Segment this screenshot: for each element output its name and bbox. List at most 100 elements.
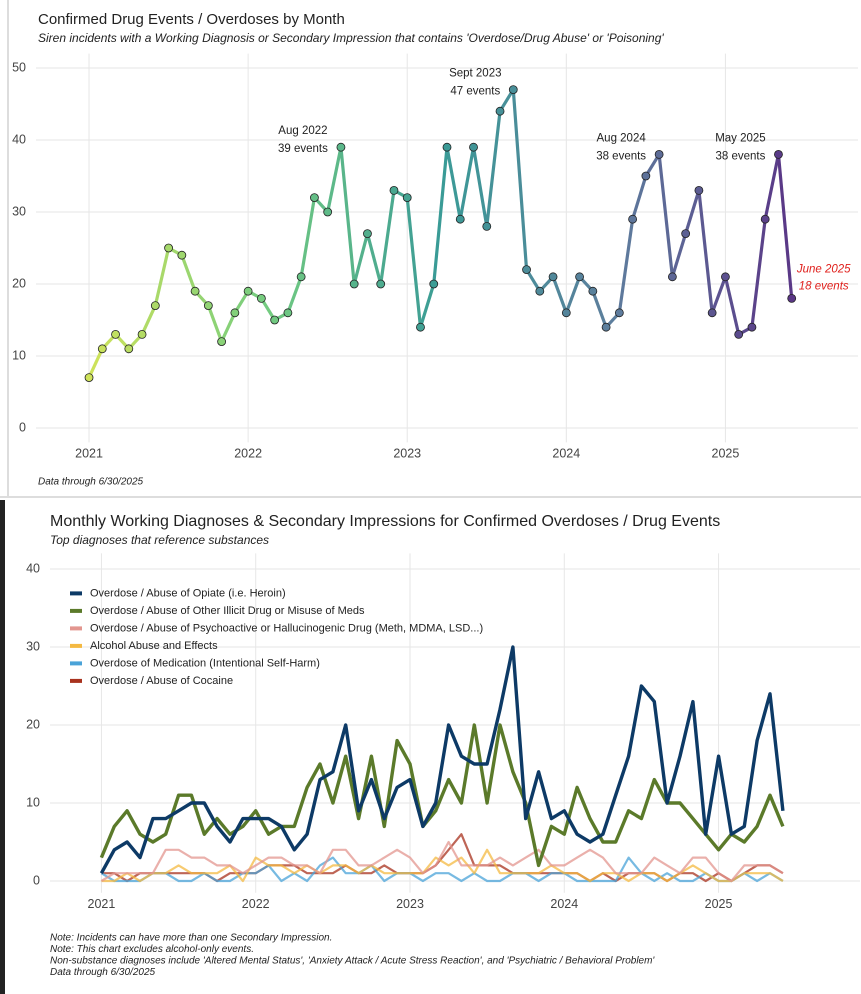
point: [548, 272, 558, 282]
series-line: [101, 848, 784, 883]
chart-title: Monthly Working Diagnoses & Secondary Im…: [50, 513, 720, 530]
line-segment: [591, 289, 608, 329]
line-segment: [379, 188, 396, 286]
point: [575, 272, 584, 282]
series-line: [99, 645, 785, 875]
line-segment: [750, 217, 767, 329]
point: [429, 279, 439, 289]
x-tick-label: 2025: [712, 447, 740, 461]
y-tick-label: 50: [12, 60, 26, 74]
annotation: 38 events: [596, 150, 646, 162]
line-segment: [697, 188, 714, 315]
footnote: Data through 6/30/2025: [38, 477, 144, 488]
chart-subtitle: Top diagnoses that reference substances: [50, 533, 269, 547]
annotation: May 2025: [715, 132, 766, 144]
point: [747, 322, 757, 332]
line-segment: [153, 246, 171, 308]
point: [349, 279, 359, 289]
line-segment: [220, 311, 237, 344]
point: [628, 214, 638, 224]
annotation: Aug 2024: [597, 132, 647, 144]
line-segment: [670, 232, 688, 279]
point: [256, 293, 266, 303]
y-tick-label: 0: [19, 420, 26, 434]
point: [296, 272, 306, 282]
line-segment: [485, 109, 502, 228]
line-segment: [776, 152, 794, 300]
point: [721, 272, 730, 282]
point: [84, 373, 94, 383]
line-segment: [763, 152, 781, 221]
y-tick-label: 20: [12, 276, 26, 290]
point: [760, 214, 770, 224]
x-tick-label: 2023: [393, 447, 421, 461]
x-tick-label: 2023: [396, 897, 424, 911]
point: [230, 308, 240, 318]
legend-label: Overdose / Abuse of Opiate (i.e. Heroin): [90, 587, 286, 599]
point: [270, 315, 280, 325]
legend-label: Overdose / Abuse of Other Illicit Drug o…: [90, 605, 365, 617]
y-tick-label: 20: [26, 717, 40, 731]
y-tick-label: 30: [26, 639, 40, 653]
point: [707, 308, 717, 318]
line-segment: [723, 275, 741, 336]
x-tick-label: 2021: [75, 447, 103, 461]
annotation: 18 events: [799, 280, 849, 292]
line-segment: [617, 217, 635, 315]
x-tick-label: 2022: [242, 897, 270, 911]
annotation: 38 events: [716, 150, 766, 162]
footnote: Note: This chart excludes alcohol-only e…: [50, 944, 254, 955]
line-segment: [405, 196, 423, 329]
point: [389, 185, 399, 195]
line-segment: [365, 232, 383, 286]
point: [137, 329, 147, 339]
line-segment: [352, 232, 370, 286]
x-tick-label: 2024: [550, 897, 578, 911]
y-tick-label: 10: [26, 795, 40, 809]
point: [522, 265, 531, 275]
x-tick-label: 2025: [705, 897, 733, 911]
point: [561, 308, 571, 318]
line-segment: [87, 347, 104, 380]
line-segment: [564, 275, 582, 315]
line-segment: [432, 145, 449, 286]
legend-label: Overdose / Abuse of Psychoactive or Hall…: [90, 622, 483, 634]
line-segment: [710, 275, 728, 315]
point: [588, 286, 598, 296]
legend-label: Alcohol Abuse and Effects: [90, 640, 218, 652]
point: [97, 344, 107, 354]
annotation: June 2025: [796, 263, 851, 275]
legend-label: Overdose of Medication (Intentional Self…: [90, 657, 320, 669]
line-segment: [206, 304, 224, 344]
line-segment: [657, 152, 674, 279]
point: [535, 286, 545, 296]
point: [774, 149, 783, 159]
series-line: [100, 840, 784, 883]
point: [402, 193, 412, 203]
point: [495, 106, 505, 116]
point: [283, 308, 293, 318]
series-line: [100, 856, 784, 883]
y-tick-label: 0: [33, 873, 40, 887]
legend-label: Overdose / Abuse of Cocaine: [90, 675, 233, 687]
x-tick-label: 2022: [234, 447, 262, 461]
line-segment: [551, 275, 568, 315]
point: [681, 229, 691, 239]
point: [336, 142, 346, 152]
y-tick-label: 30: [12, 204, 26, 218]
point: [654, 149, 664, 159]
point: [217, 337, 227, 347]
point: [469, 142, 478, 152]
footnote: Non-substance diagnoses include 'Altered…: [50, 956, 655, 967]
line-segment: [631, 174, 648, 221]
line-segment: [180, 253, 197, 293]
footnote: Data through 6/30/2025: [50, 967, 156, 978]
point: [667, 272, 677, 282]
y-tick-label: 10: [12, 348, 26, 362]
point: [243, 286, 253, 296]
point: [376, 279, 386, 289]
x-tick-label: 2024: [552, 447, 580, 461]
point: [734, 329, 744, 339]
line-segment: [339, 145, 356, 286]
point: [177, 250, 187, 260]
